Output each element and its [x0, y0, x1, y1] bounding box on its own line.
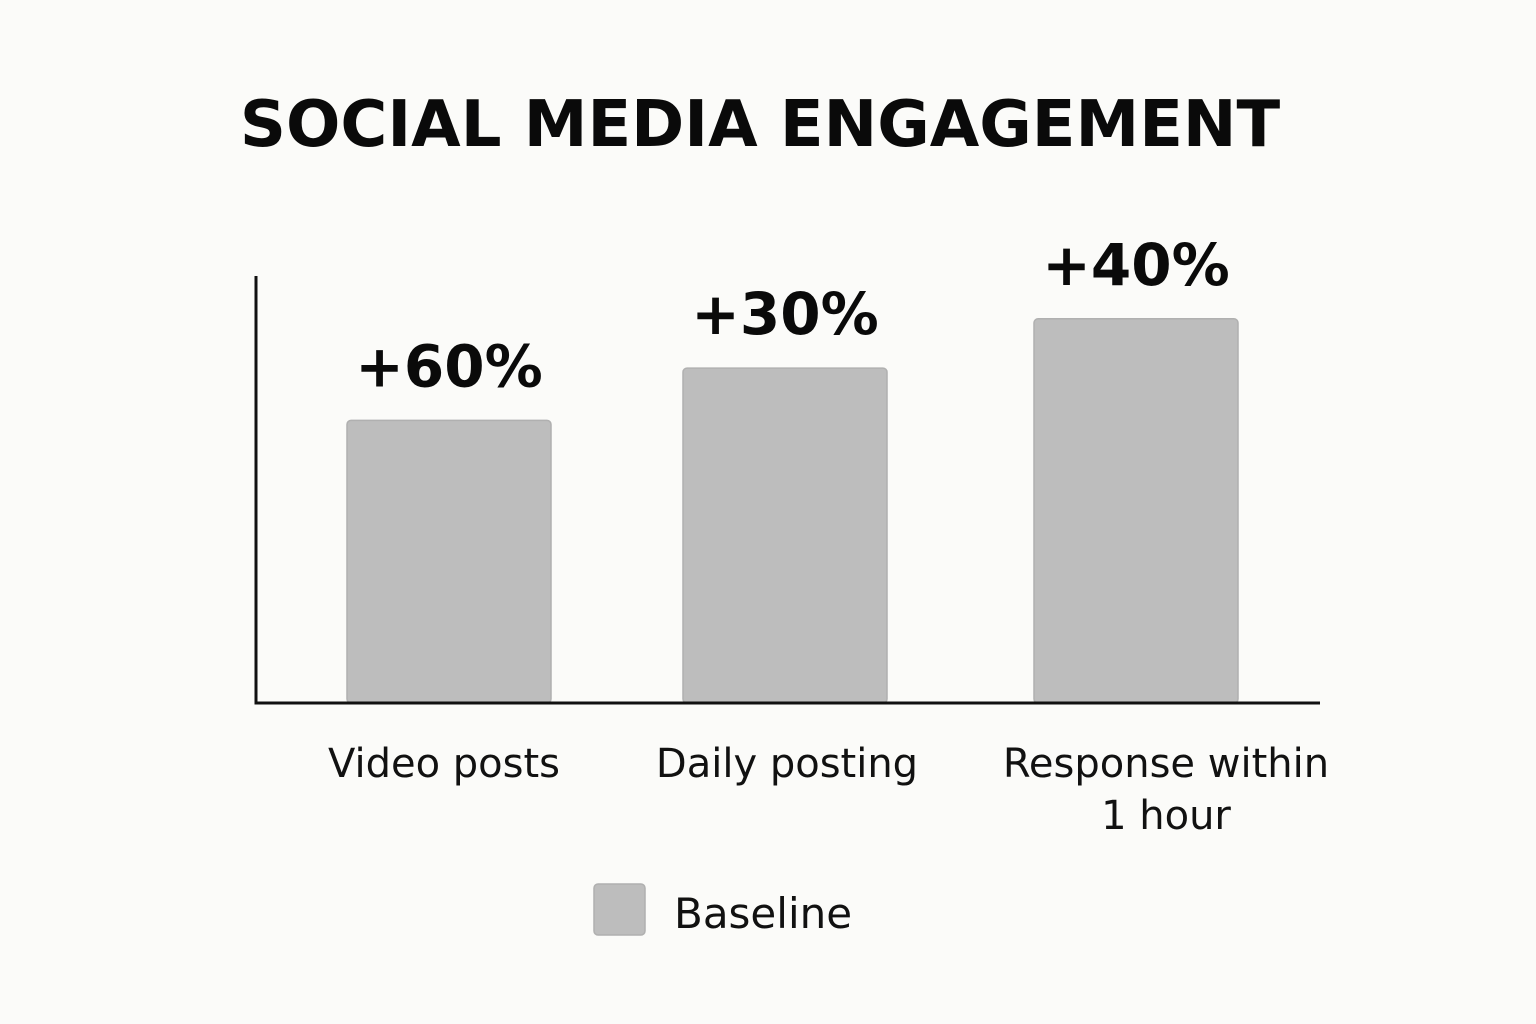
legend-label: Baseline [674, 889, 852, 938]
plot-area: +60% Video posts +30% Daily posting +40% Resp… [254, 231, 1329, 839]
bar [346, 419, 552, 704]
category-label: Response within 1 hour [1003, 741, 1329, 839]
value-label: +60% [355, 332, 542, 400]
chart-title: SOCIAL MEDIA ENGAGEMENT [240, 88, 1281, 162]
category-label: Daily posting [656, 741, 918, 787]
value-label: +40% [1042, 231, 1229, 299]
category-label: Video posts [328, 741, 560, 787]
bar [682, 367, 888, 704]
legend: Baseline [593, 883, 852, 938]
bar [1033, 318, 1239, 704]
legend-swatch [593, 883, 646, 936]
value-label: +30% [691, 280, 878, 348]
